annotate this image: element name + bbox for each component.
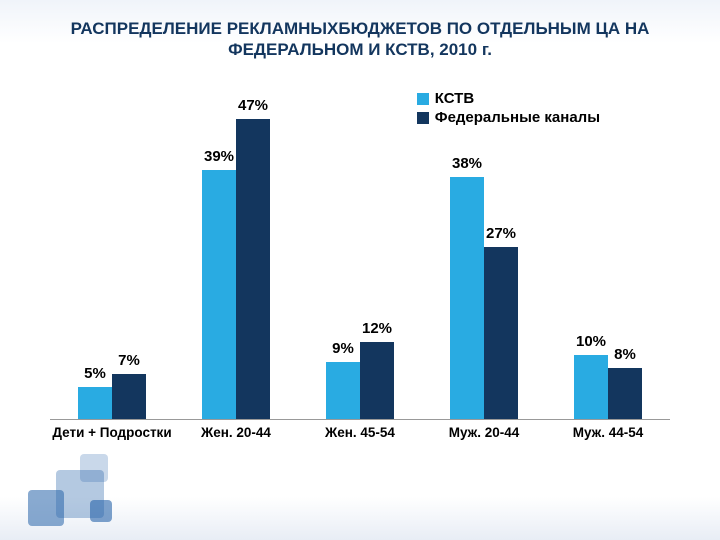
bar-value-label: 12% [360, 320, 394, 337]
bar-pair: 39%47% [202, 100, 270, 419]
bar-value-label: 7% [112, 352, 146, 369]
bar-value-label: 9% [326, 340, 360, 357]
x-axis-label: Жен. 20-44 [174, 426, 298, 441]
slide: РАСПРЕДЕЛЕНИЕ РЕКЛАМНЫХБЮДЖЕТОВ ПО ОТДЕЛ… [0, 0, 720, 540]
deco-box [90, 500, 112, 522]
bar-pair: 5%7% [78, 100, 146, 419]
bar-value-label: 47% [236, 97, 270, 114]
bar: 7% [112, 374, 146, 419]
bar-group: 38%27% [422, 100, 546, 419]
x-axis-label: Дети + Подростки [50, 426, 174, 441]
bar: 39% [202, 170, 236, 419]
deco-box [28, 490, 64, 526]
bar-value-label: 10% [574, 333, 608, 350]
bar-pair: 10%8% [574, 100, 642, 419]
plot-area: 5%7%39%47%9%12%38%27%10%8% [50, 100, 670, 420]
x-axis-label: Муж. 44-54 [546, 426, 670, 441]
bar: 27% [484, 247, 518, 419]
bar-group: 5%7% [50, 100, 174, 419]
bar-pair: 38%27% [450, 100, 518, 419]
corner-decoration [18, 450, 138, 530]
slide-title: РАСПРЕДЕЛЕНИЕ РЕКЛАМНЫХБЮДЖЕТОВ ПО ОТДЕЛ… [0, 0, 720, 67]
deco-box [80, 454, 108, 482]
bar-value-label: 38% [450, 155, 484, 172]
bar-value-label: 8% [608, 346, 642, 363]
bar: 38% [450, 177, 484, 419]
x-axis-labels: Дети + ПодросткиЖен. 20-44Жен. 45-54Муж.… [50, 420, 670, 450]
x-axis-label: Муж. 20-44 [422, 426, 546, 441]
bar-group: 39%47% [174, 100, 298, 419]
bar-value-label: 5% [78, 365, 112, 382]
bar: 9% [326, 362, 360, 419]
x-axis-label: Жен. 45-54 [298, 426, 422, 441]
bar-chart: КСТВ Федеральные каналы 5%7%39%47%9%12%3… [50, 100, 670, 450]
bar-group: 10%8% [546, 100, 670, 419]
bar-group: 9%12% [298, 100, 422, 419]
bar: 12% [360, 342, 394, 419]
bar-value-label: 39% [202, 148, 236, 165]
bar: 10% [574, 355, 608, 419]
bar-value-label: 27% [484, 225, 518, 242]
bar: 8% [608, 368, 642, 419]
bar: 47% [236, 119, 270, 419]
bar: 5% [78, 387, 112, 419]
bar-pair: 9%12% [326, 100, 394, 419]
